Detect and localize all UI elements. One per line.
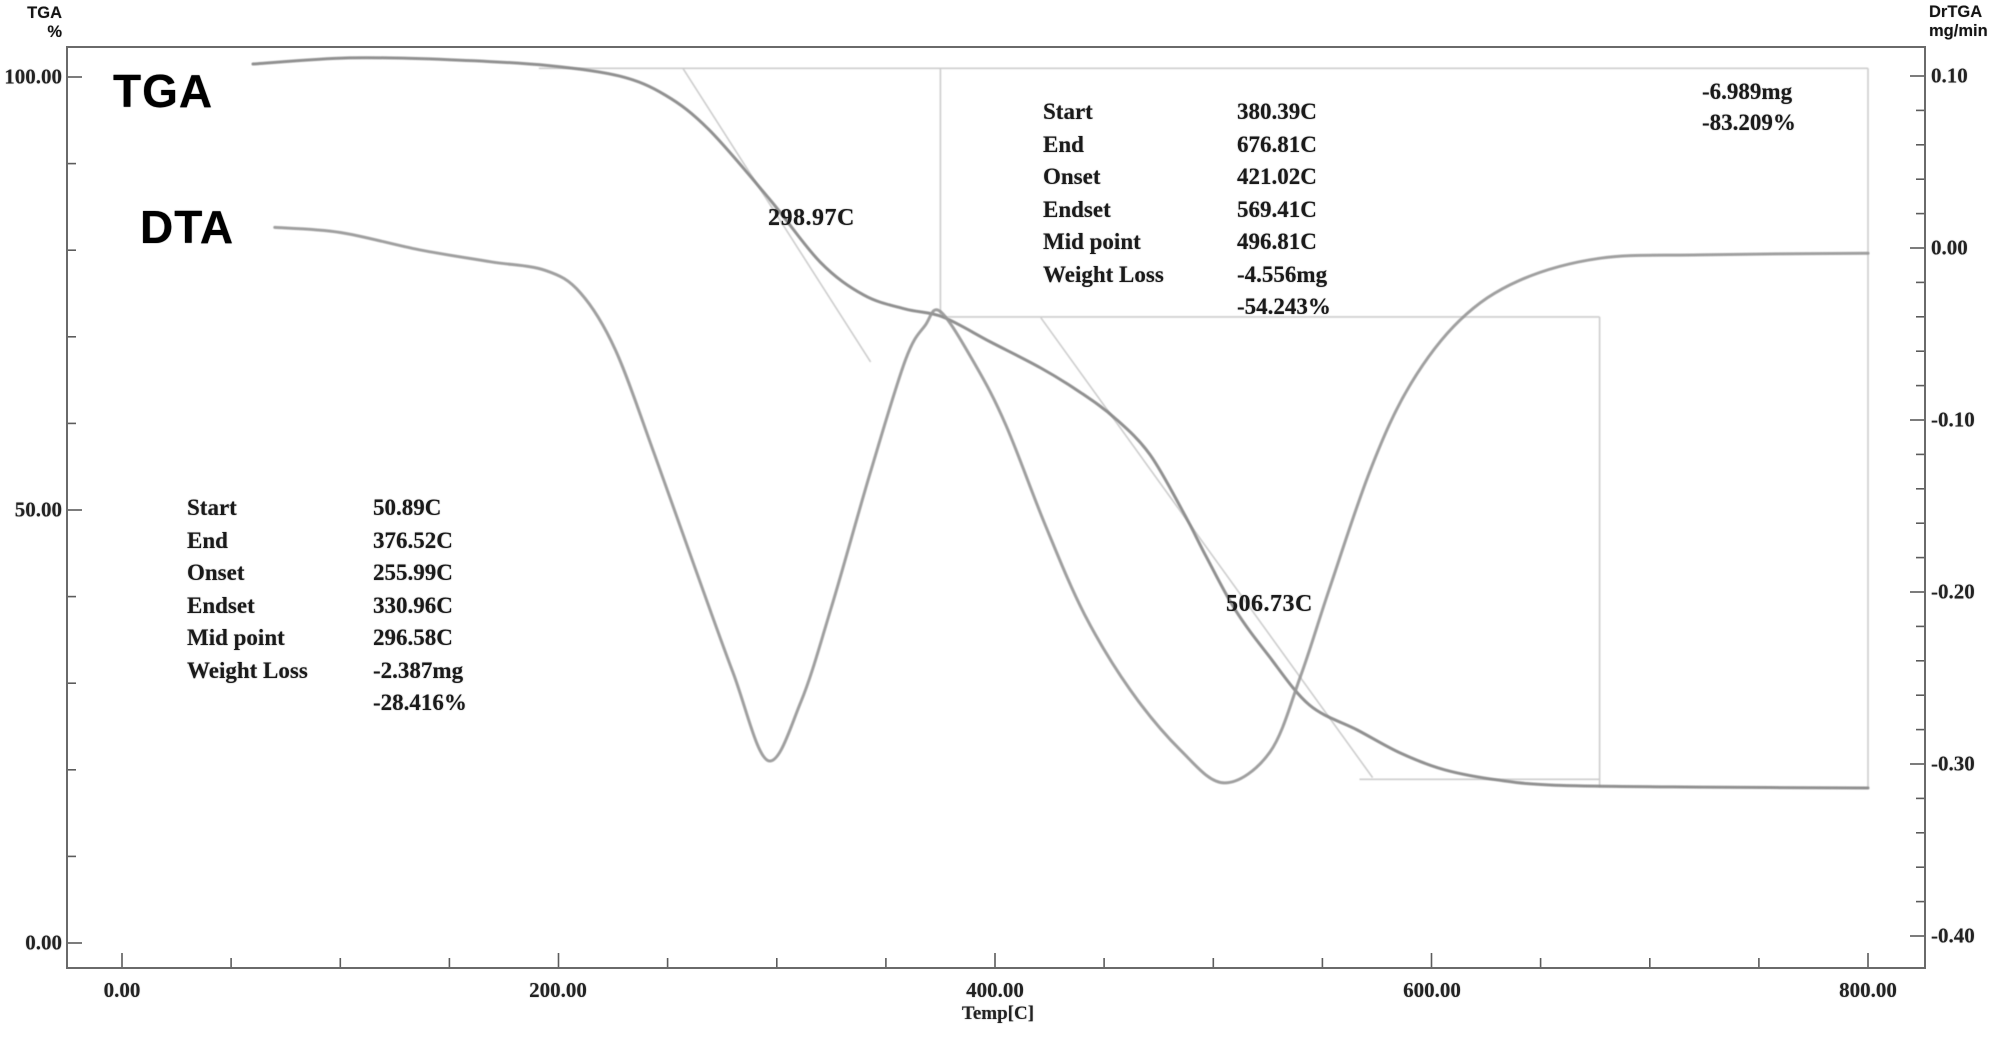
x-tick-200: 200.00 xyxy=(529,978,587,1002)
table-row: Weight Loss -4.556mg xyxy=(1043,259,1331,292)
row-value: -28.416% xyxy=(373,690,467,715)
row-label: Mid point xyxy=(1043,229,1141,254)
analysis-construction-lines xyxy=(538,67,1869,788)
row-label: End xyxy=(1043,131,1084,157)
peak2-temperature-label: 506.73C xyxy=(1226,591,1313,617)
plot-frame xyxy=(66,46,1926,969)
table-row: End 676.81C xyxy=(1043,129,1331,162)
right-tick-010: 0.10 xyxy=(1931,63,1968,88)
total-weight-loss-pct: -83.209% xyxy=(1702,110,1796,135)
row-value: 569.41C xyxy=(1237,196,1317,222)
row-label: Onset xyxy=(1043,164,1101,189)
x-tick-400: 400.00 xyxy=(966,978,1024,1002)
row-label: Start xyxy=(187,495,237,520)
row-value: 380.39C xyxy=(1237,99,1317,124)
step1-results-table: Start 50.89C End 376.52C Onset 255.99C Ends… xyxy=(187,492,467,720)
table-row: Weight Loss -2.387mg xyxy=(187,655,467,688)
row-value: 496.81C xyxy=(1237,229,1317,254)
table-row: Onset 421.02C xyxy=(1043,161,1331,194)
step2-results-table: Start 380.39C End 676.81C Onset 421.02C End… xyxy=(1043,96,1331,324)
table-row: Mid point 296.58C xyxy=(187,622,467,655)
table-row: Start 380.39C xyxy=(1043,96,1331,129)
row-value: -4.556mg xyxy=(1237,261,1328,287)
total-weight-loss-annotation: -6.989mg -83.209% xyxy=(1702,76,1796,138)
x-tick-0: 0.00 xyxy=(103,978,141,1002)
row-label: Weight Loss xyxy=(1043,261,1164,287)
row-value: 421.02C xyxy=(1237,164,1317,189)
row-value: 330.96C xyxy=(373,592,453,618)
row-value: -54.243% xyxy=(1237,294,1331,319)
right-tick-n010: -0.10 xyxy=(1931,407,1975,432)
row-label: Endset xyxy=(1043,196,1111,222)
row-label xyxy=(187,687,373,720)
left-axis-title-line1: TGA xyxy=(27,4,62,22)
x-axis-title: Temp[C] xyxy=(961,1003,1035,1024)
left-axis-title-line2: % xyxy=(47,23,62,41)
total-weight-loss-mg: -6.989mg xyxy=(1702,79,1793,104)
peak1-temperature-label: 298.97C xyxy=(768,205,855,231)
right-axis-title: DrTGA mg/min xyxy=(1929,3,1988,41)
dta-curve-label: DTA xyxy=(140,201,235,253)
tga-curve-label: TGA xyxy=(113,65,214,117)
row-label: Start xyxy=(1043,99,1093,124)
data-curves xyxy=(251,56,1870,790)
row-value: 50.89C xyxy=(373,495,442,520)
right-tick-n030: -0.30 xyxy=(1931,751,1975,776)
row-value: 255.99C xyxy=(373,560,453,585)
table-row: Endset 569.41C xyxy=(1043,194,1331,227)
right-axis-title-line2: mg/min xyxy=(1929,22,1988,40)
row-label xyxy=(1043,291,1237,324)
left-tick-0: 0.00 xyxy=(25,930,62,955)
row-label: Endset xyxy=(187,592,255,618)
table-row: -28.416% xyxy=(187,687,467,720)
table-row: Mid point 496.81C xyxy=(1043,226,1331,259)
dta-curve xyxy=(273,225,1870,785)
left-tick-50: 50.00 xyxy=(14,497,62,522)
row-value: 376.52C xyxy=(373,527,453,553)
right-axis-title-line1: DrTGA xyxy=(1929,3,1983,21)
tga-curve xyxy=(251,56,1870,790)
table-row: End 376.52C xyxy=(187,525,467,558)
x-tick-800: 800.00 xyxy=(1839,978,1897,1002)
row-label: Onset xyxy=(187,560,245,585)
row-value: 296.58C xyxy=(373,625,453,650)
row-value: -2.387mg xyxy=(373,657,464,683)
left-tick-100: 100.00 xyxy=(4,64,62,89)
row-label: End xyxy=(187,527,228,553)
tangent-step1 xyxy=(682,67,872,363)
right-tick-000: 0.00 xyxy=(1931,235,1968,260)
tangent-step2 xyxy=(1040,317,1374,779)
table-row: Start 50.89C xyxy=(187,492,467,525)
row-label: Mid point xyxy=(187,625,285,650)
x-tick-600: 600.00 xyxy=(1403,978,1461,1002)
table-row: -54.243% xyxy=(1043,291,1331,324)
table-row: Onset 255.99C xyxy=(187,557,467,590)
row-label: Weight Loss xyxy=(187,657,308,683)
right-tick-n040: -0.40 xyxy=(1931,923,1975,948)
left-axis-title: TGA % xyxy=(0,4,62,42)
table-row: Endset 330.96C xyxy=(187,590,467,623)
row-value: 676.81C xyxy=(1237,131,1317,157)
axis-ticks xyxy=(68,75,1924,967)
right-tick-n020: -0.20 xyxy=(1931,579,1975,604)
